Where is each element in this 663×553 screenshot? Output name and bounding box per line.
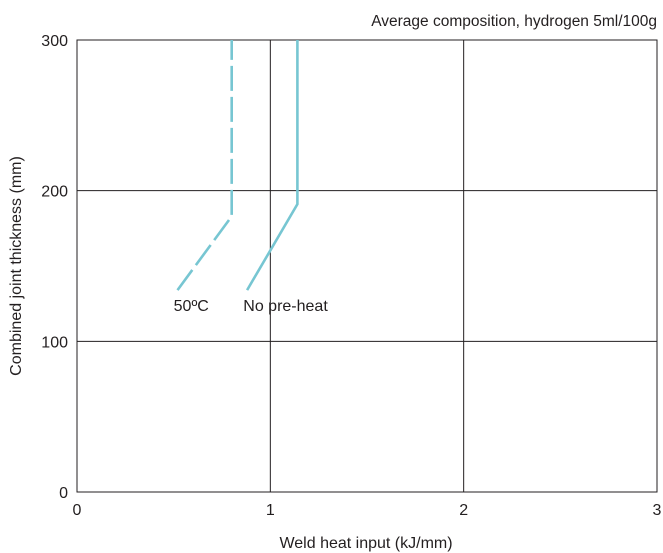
y-tick-label: 100 <box>41 334 68 351</box>
series-layer <box>176 40 299 291</box>
y-tick-label: 200 <box>41 184 68 201</box>
grid <box>77 40 657 492</box>
series-annotation: 50ºC <box>174 298 209 315</box>
y-tick-label: 0 <box>59 485 68 502</box>
x-tick-label: 1 <box>266 502 275 519</box>
x-tick-label: 0 <box>73 502 82 519</box>
x-tick-label: 3 <box>653 502 662 519</box>
x-axis-title: Weld heat input (kJ/mm) <box>279 535 452 552</box>
tick-labels: 0 1 2 3 0 100 200 300 <box>41 33 661 519</box>
series-annotation: No pre-heat <box>243 298 328 315</box>
y-axis-title: Combined joint thickness (mm) <box>8 156 25 376</box>
y-tick-label: 300 <box>41 33 68 50</box>
annotations: 50ºC No pre-heat <box>174 298 329 315</box>
plot-frame <box>76 39 658 493</box>
series-line-no-pre-heat <box>245 40 299 291</box>
series-line-50-c <box>176 40 233 291</box>
x-tick-label: 2 <box>459 502 468 519</box>
chart-subtitle: Average composition, hydrogen 5ml/100g <box>371 13 657 30</box>
